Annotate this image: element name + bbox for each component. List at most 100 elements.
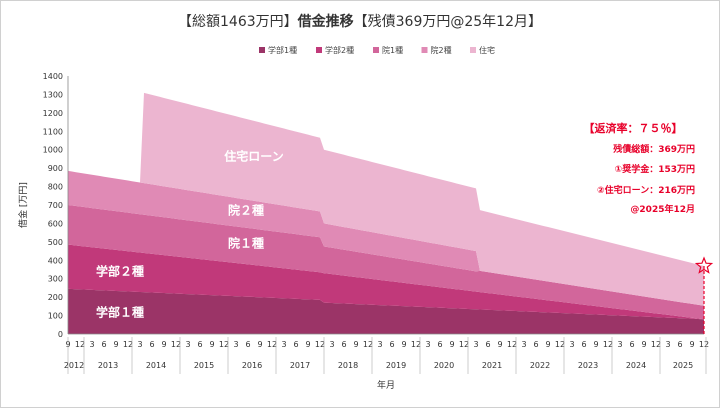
y-tick-label: 700 xyxy=(48,201,63,210)
chart-title-part2: 借金推移 xyxy=(297,13,354,30)
series-label: 学部１種 xyxy=(96,305,144,320)
annotation-line: ②住宅ローン：216万円 xyxy=(597,184,695,196)
x-month-tick-label: 9 xyxy=(545,340,550,349)
annotation-line: @2025年12月 xyxy=(630,203,695,215)
x-month-tick-label: 6 xyxy=(437,340,442,349)
x-year-label: 2016 xyxy=(242,361,262,370)
y-axis-label: 借金 [万円] xyxy=(17,182,29,228)
x-month-tick-label: 6 xyxy=(581,340,586,349)
x-month-tick-label: 3 xyxy=(233,340,238,349)
annotation-line: 残債総額：369万円 xyxy=(613,143,695,155)
area-3 xyxy=(68,205,704,320)
y-tick-label: 300 xyxy=(48,275,63,284)
x-month-tick-label: 12 xyxy=(75,340,85,349)
series-label: 院１種 xyxy=(228,235,264,250)
x-axis-label: 年月 xyxy=(377,379,395,391)
y-tick-label: 800 xyxy=(48,183,63,192)
x-month-tick-label: 9 xyxy=(113,340,118,349)
series-label: 住宅ローン xyxy=(224,148,283,163)
annotation-line: 【返済率：７５％】 xyxy=(584,121,683,135)
x-month-tick-label: 9 xyxy=(449,340,454,349)
series-label: 学部２種 xyxy=(96,263,144,278)
x-month-tick-label: 9 xyxy=(593,340,598,349)
chart-title-part3: 【残債369万円@25年12月】 xyxy=(354,14,542,30)
x-month-tick-label: 9 xyxy=(401,340,406,349)
x-month-tick-label: 3 xyxy=(137,340,142,349)
x-month-tick-label: 6 xyxy=(101,340,106,349)
annotation-line: ①奨学金：153万円 xyxy=(615,163,695,175)
y-tick-label: 0 xyxy=(58,330,63,339)
plot-area xyxy=(68,92,704,334)
x-month-tick-label: 12 xyxy=(363,340,373,349)
legend-label: 学部1種 xyxy=(268,45,297,55)
x-year-label: 2012 xyxy=(64,361,84,370)
x-month-tick-label: 12 xyxy=(267,340,277,349)
y-tick-label: 1400 xyxy=(43,72,63,81)
x-month-tick-label: 3 xyxy=(185,340,190,349)
x-month-tick-label: 3 xyxy=(569,340,574,349)
x-month-tick-label: 12 xyxy=(219,340,229,349)
x-month-tick-label: 3 xyxy=(89,340,94,349)
legend-swatch xyxy=(373,47,379,53)
legend-swatch xyxy=(421,47,428,53)
x-month-tick-label: 6 xyxy=(677,340,682,349)
x-month-tick-label: 6 xyxy=(293,340,298,349)
y-tick-label: 400 xyxy=(48,256,63,265)
legend: 学部1種 学部2種 院1種 院2種 住宅 xyxy=(259,45,495,55)
x-year-label: 2015 xyxy=(194,361,214,370)
x-month-tick-label: 9 xyxy=(689,340,694,349)
x-month-tick-label: 6 xyxy=(149,340,154,349)
x-month-tick-label: 6 xyxy=(629,340,634,349)
legend-label: 院1種 xyxy=(382,45,403,55)
x-year-label: 2017 xyxy=(290,361,310,370)
chart-title: 【総額1463万円】借金推移【残債369万円@25年12月】 xyxy=(178,13,542,30)
y-tick-label: 1200 xyxy=(43,109,63,118)
x-month-tick-label: 9 xyxy=(641,340,646,349)
x-year-label: 2020 xyxy=(434,361,454,370)
x-year-label: 2025 xyxy=(673,361,693,370)
x-month-tick-label: 9 xyxy=(209,340,214,349)
x-month-tick-label: 9 xyxy=(353,340,358,349)
x-month-tick-label: 9 xyxy=(305,340,310,349)
x-month-tick-label: 6 xyxy=(533,340,538,349)
x-month-tick-label: 6 xyxy=(197,340,202,349)
x-year-label: 2014 xyxy=(146,361,166,370)
x-month-tick-label: 12 xyxy=(459,340,469,349)
x-year-label: 2019 xyxy=(386,361,406,370)
annotation-box: 【返済率：７５％】残債総額：369万円 ①奨学金：153万円 ②住宅ローン：216万… xyxy=(584,121,696,215)
x-year-label: 2023 xyxy=(578,361,598,370)
x-month-tick-label: 9 xyxy=(161,340,166,349)
axes: 0 100 200 300 400 500 600 700 800 900 1000 1100 1200… xyxy=(17,72,709,391)
x-year-label: 2022 xyxy=(530,361,550,370)
area-2 xyxy=(68,244,704,320)
y-tick-label: 600 xyxy=(48,219,63,228)
x-month-tick-label: 6 xyxy=(389,340,394,349)
x-month-tick-label: 6 xyxy=(245,340,250,349)
x-month-tick-label: 9 xyxy=(497,340,502,349)
x-month-tick-label: 3 xyxy=(617,340,622,349)
area-1 xyxy=(68,288,704,334)
x-year-label: 2024 xyxy=(626,361,646,370)
x-month-tick-label: 12 xyxy=(171,340,181,349)
x-month-tick-label: 3 xyxy=(473,340,478,349)
x-year-label: 2018 xyxy=(338,361,358,370)
y-tick-label: 500 xyxy=(48,238,63,247)
x-month-tick-label: 12 xyxy=(411,340,421,349)
x-month-tick-label: 12 xyxy=(315,340,325,349)
series-label: 院２種 xyxy=(228,202,264,217)
x-month-tick-label: 12 xyxy=(123,340,133,349)
y-tick-label: 900 xyxy=(48,164,63,173)
legend-label: 院2種 xyxy=(431,45,452,55)
series-labels: 学部１種 学部２種 院１種 院２種 住宅ローン xyxy=(96,148,714,334)
x-month-tick-label: 3 xyxy=(521,340,526,349)
x-month-tick-label: 12 xyxy=(651,340,661,349)
x-month-tick-label: 3 xyxy=(425,340,430,349)
x-month-tick-label: 3 xyxy=(281,340,286,349)
x-month-tick-label: 12 xyxy=(555,340,565,349)
x-year-label: 2021 xyxy=(482,361,502,370)
area-5 xyxy=(68,92,704,306)
y-tick-label: 200 xyxy=(48,293,63,302)
chart-title-part1: 【総額1463万円】 xyxy=(178,14,298,30)
